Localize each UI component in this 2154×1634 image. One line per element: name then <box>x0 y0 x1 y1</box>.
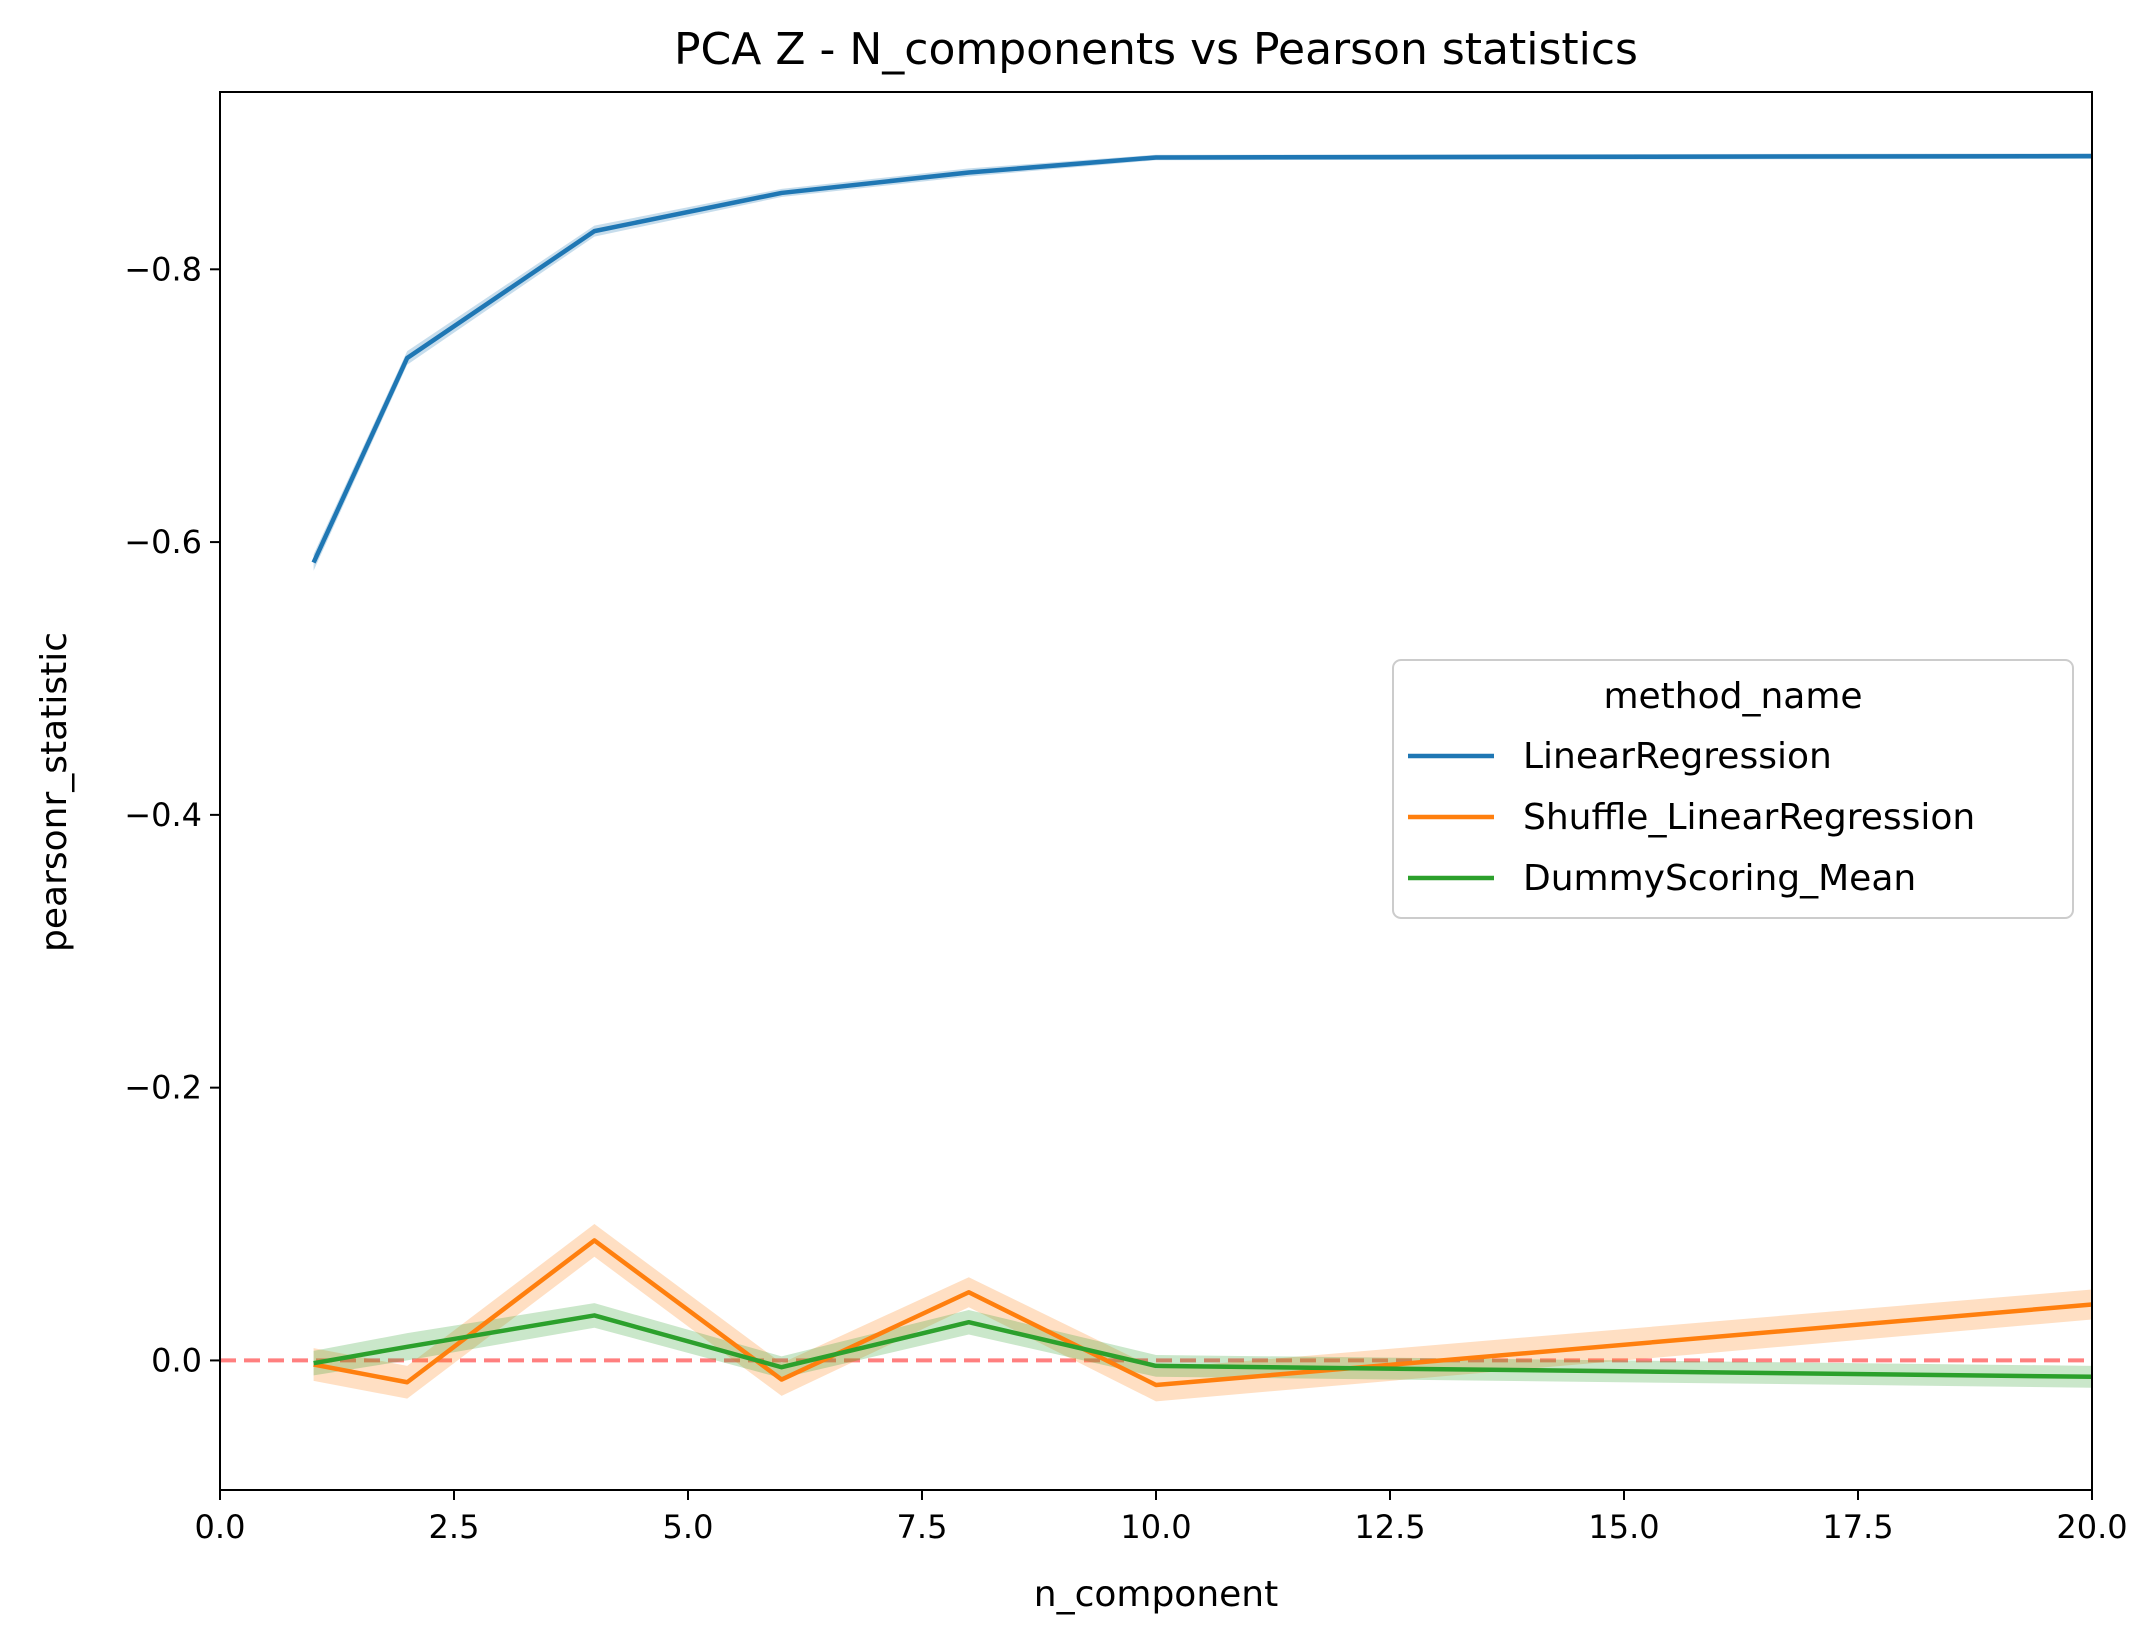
y-tick-label: −0.2 <box>124 1069 202 1107</box>
plot-area <box>220 153 2093 1402</box>
y-axis: −0.8 −0.6 −0.4 −0.2 0.0 <box>124 250 220 1379</box>
x-tick-label: 7.5 <box>897 1508 948 1546</box>
legend-label: Shuffle_LinearRegression <box>1523 797 1975 838</box>
x-tick-label: 17.5 <box>1822 1508 1893 1546</box>
x-tick-label: 12.5 <box>1354 1508 1425 1546</box>
legend-title: method_name <box>1603 676 1862 717</box>
series-line-2 <box>313 1313 2093 1380</box>
series-line-0 <box>311 153 2093 564</box>
legend-box <box>1392 659 2074 919</box>
x-tick-label: 0.0 <box>195 1508 246 1546</box>
chart-title: PCA Z - N_components vs Pearson statisti… <box>674 24 1638 75</box>
x-axis: 0.0 2.5 5.0 7.5 10.0 12.5 15.0 17.5 20.0 <box>195 1490 2128 1546</box>
y-axis-label: pearsonr_statistic <box>34 632 75 952</box>
x-tick-label: 20.0 <box>2056 1508 2127 1546</box>
legend-label: DummyScoring_Mean <box>1523 858 1916 899</box>
x-axis-label: n_component <box>1034 1574 1278 1615</box>
legend: method_name LinearRegression Shuffle_Line… <box>1392 659 2074 919</box>
ci-band-series-2 <box>313 1303 2093 1388</box>
y-tick-label: 0.0 <box>151 1341 202 1379</box>
x-tick-label: 10.0 <box>1120 1508 1191 1546</box>
legend-label: LinearRegression <box>1523 736 1832 777</box>
x-tick-label: 5.0 <box>663 1508 714 1546</box>
ci-band-series-1 <box>313 1224 2093 1402</box>
x-tick-label: 15.0 <box>1588 1508 1659 1546</box>
x-tick-label: 2.5 <box>429 1508 480 1546</box>
y-tick-label: −0.8 <box>124 250 202 288</box>
y-tick-label: −0.4 <box>124 796 202 834</box>
series-line-1 <box>313 1238 2093 1388</box>
y-tick-label: −0.6 <box>124 523 202 561</box>
